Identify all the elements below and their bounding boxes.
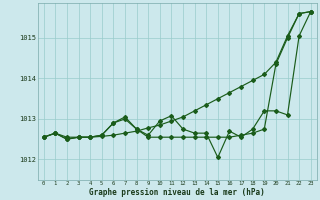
X-axis label: Graphe pression niveau de la mer (hPa): Graphe pression niveau de la mer (hPa) <box>89 188 265 197</box>
